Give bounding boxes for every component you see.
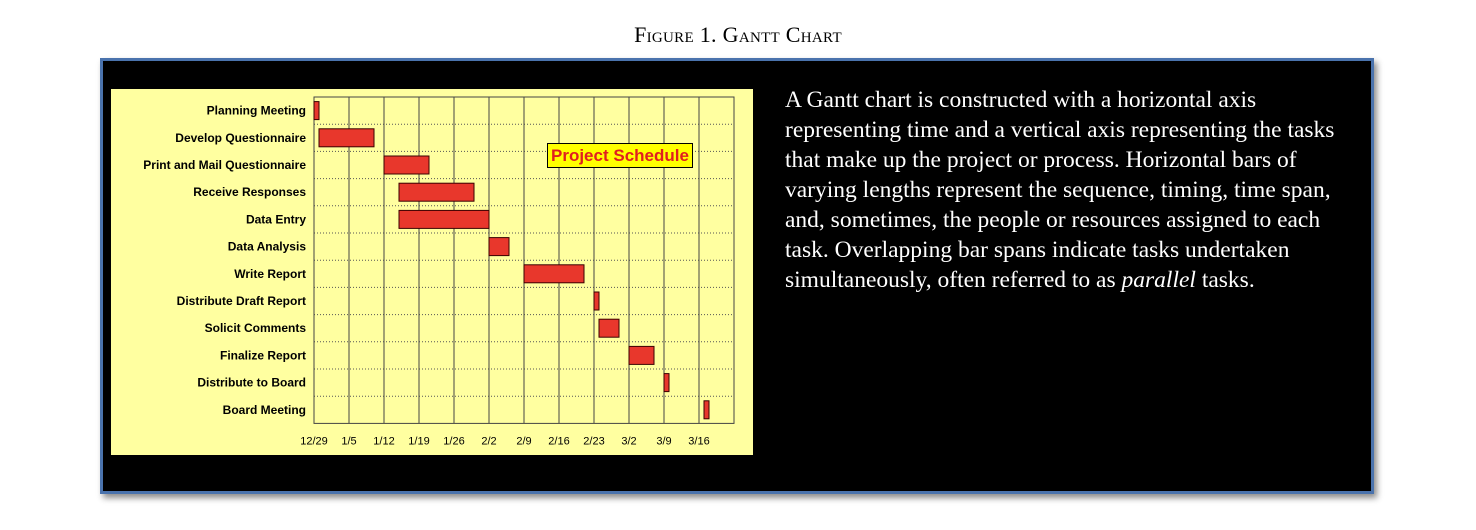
task-label: Finalize Report: [220, 348, 306, 362]
task-bar: [398, 182, 475, 202]
x-tick-label: 2/23: [583, 435, 604, 447]
task-bar: [703, 400, 710, 420]
task-label: Board Meeting: [223, 403, 306, 417]
task-label: Develop Questionnaire: [175, 131, 306, 145]
x-tick-label: 3/16: [688, 435, 709, 447]
task-bar: [398, 209, 490, 229]
x-tick-label: 1/12: [373, 435, 394, 447]
task-label: Planning Meeting: [207, 104, 306, 118]
task-label: Distribute Draft Report: [177, 294, 306, 308]
task-bar: [313, 101, 320, 121]
gantt-chart-panel: Planning Meeting Develop Questionnaire Pri…: [111, 89, 753, 455]
task-label: Write Report: [234, 267, 306, 281]
x-tick-label: 2/9: [516, 435, 531, 447]
task-label: Data Entry: [246, 212, 306, 226]
task-bar: [383, 155, 430, 175]
x-tick-label: 1/26: [443, 435, 464, 447]
x-tick-label: 2/2: [481, 435, 496, 447]
x-tick-label: 3/2: [621, 435, 636, 447]
task-label: Distribute to Board: [197, 376, 306, 390]
x-tick-label: 1/19: [408, 435, 429, 447]
description-paragraph: A Gantt chart is constructed with a hori…: [785, 85, 1365, 295]
x-tick-label: 1/5: [341, 435, 356, 447]
gantt-chart: Planning Meeting Develop Questionnaire Pri…: [143, 96, 735, 447]
x-tick-label: 12/29: [300, 435, 328, 447]
figure-frame: Planning Meeting Develop Questionnaire Pri…: [100, 58, 1374, 494]
task-bar: [523, 264, 585, 284]
task-label: Data Analysis: [228, 240, 307, 254]
task-bar: [318, 128, 375, 148]
task-label: Solicit Comments: [205, 321, 307, 335]
description-emphasis: parallel: [1121, 267, 1196, 293]
task-bar: [488, 237, 510, 257]
figure-title: Figure 1. Gantt Chart: [634, 22, 842, 47]
task-bar: [663, 373, 670, 393]
description-text: A Gantt chart is constructed with a hori…: [785, 87, 1335, 293]
x-tick-label: 2/16: [548, 435, 569, 447]
task-bar: [628, 345, 655, 365]
task-label: Print and Mail Questionnaire: [143, 158, 306, 172]
task-bar: [598, 318, 620, 338]
plot-area-border: [313, 96, 735, 424]
x-tick-label: 3/9: [656, 435, 671, 447]
task-bar: [593, 291, 600, 311]
description-text-end: tasks.: [1195, 267, 1255, 293]
task-label: Receive Responses: [193, 185, 306, 199]
chart-title: Project Schedule: [547, 143, 693, 168]
